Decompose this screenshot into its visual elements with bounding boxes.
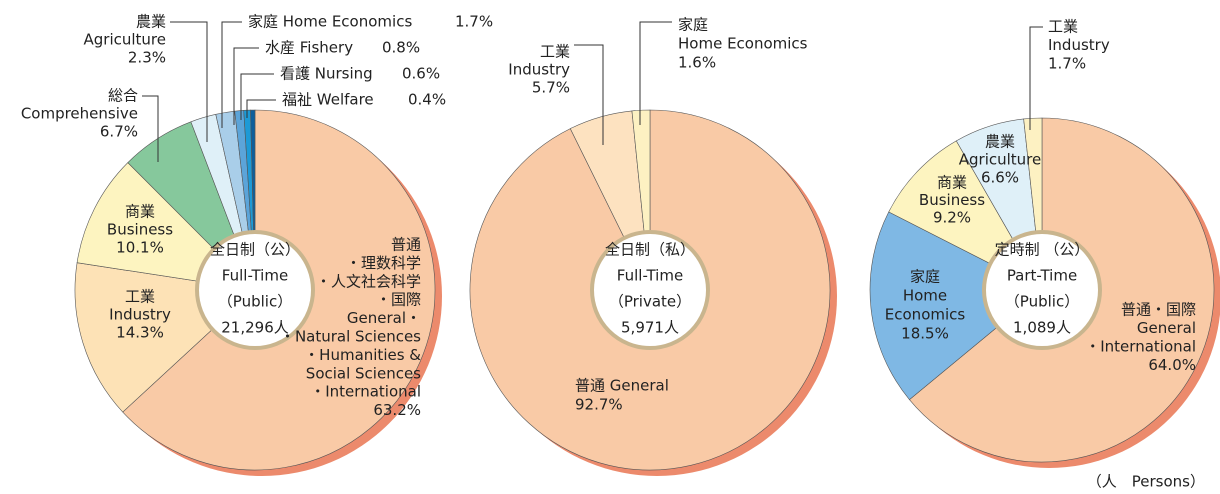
center-hole xyxy=(590,230,710,350)
leader-line xyxy=(639,21,672,125)
segment-label: 農業 xyxy=(136,13,166,31)
segment-label: 総合 xyxy=(108,87,138,105)
segment-label: 工業 xyxy=(540,43,570,61)
segment-label: Agriculture xyxy=(84,31,167,49)
value-label: 14.3% xyxy=(116,324,164,342)
center-label: 全日制（公） xyxy=(210,241,300,259)
center-label: 定時制 （公） xyxy=(995,241,1090,259)
leader-line xyxy=(246,99,276,118)
value-label: 5.7% xyxy=(532,79,570,97)
segment-label: 工業 xyxy=(1048,18,1078,36)
segment-label: 家庭 xyxy=(910,268,940,286)
value-label: 64.0% xyxy=(1148,356,1196,374)
segment-label: ・国際 xyxy=(376,291,421,309)
segment-label: 普通・国際 xyxy=(1121,301,1196,319)
value-label: 18.5% xyxy=(901,325,949,343)
value-label: 0.6% xyxy=(402,65,440,83)
segment-label: 福祉 Welfare xyxy=(282,91,374,109)
segment-label: Industry xyxy=(109,306,171,324)
value-label: 6.6% xyxy=(981,169,1019,187)
center-label: 全日制（私） xyxy=(605,241,695,259)
value-label: 9.2% xyxy=(933,209,971,227)
segment-label: 商業 xyxy=(125,203,155,221)
center-label: 21,296人 xyxy=(221,319,289,337)
segment-label: ・International xyxy=(310,383,421,401)
center-label: （Private） xyxy=(609,293,691,311)
segment-label: 普通 General xyxy=(575,377,669,395)
value-label: 2.3% xyxy=(128,49,166,67)
leader-line xyxy=(233,47,259,125)
segment-label: 看護 Nursing xyxy=(280,65,373,83)
center-label: （Public） xyxy=(218,293,292,311)
segment-label: Business xyxy=(107,221,173,239)
segment-label: Industry xyxy=(1048,36,1110,54)
segment-label: Comprehensive xyxy=(21,105,138,123)
segment-label: 農業 xyxy=(985,133,1015,151)
segment-label: General・ xyxy=(347,309,421,327)
segment-label: General xyxy=(1137,319,1196,337)
value-label: 92.7% xyxy=(575,396,623,414)
segment-label: Business xyxy=(919,191,985,209)
segment-label: ・Humanities & xyxy=(304,346,421,364)
segment-label: Economics xyxy=(885,306,966,324)
segment-label: 工業 xyxy=(125,288,155,306)
leader-line xyxy=(574,44,604,145)
unit-note: （人 Persons） xyxy=(1087,473,1205,491)
segment-label: Home xyxy=(903,287,947,305)
leader-line xyxy=(221,21,242,128)
segment-label: 普通 xyxy=(391,236,421,254)
center-label: Full-Time xyxy=(617,267,683,285)
segment-label: ・Natural Sciences xyxy=(280,328,421,346)
segment-label: ・人文社会科学 xyxy=(316,272,421,290)
segment-label: Agriculture xyxy=(959,151,1042,169)
segment-label: Industry xyxy=(508,61,570,79)
value-label: 0.8% xyxy=(382,39,420,57)
center-label: Part-Time xyxy=(1007,267,1077,285)
center-label: （Public） xyxy=(1005,293,1079,311)
leader-line xyxy=(170,21,208,142)
leader-line xyxy=(240,73,274,120)
value-label: 0.4% xyxy=(408,91,446,109)
leader-line xyxy=(142,95,159,162)
value-label: 63.2% xyxy=(373,401,421,419)
leader-line xyxy=(1029,26,1043,130)
center-label: Full-Time xyxy=(222,267,288,285)
segment-label: ・International xyxy=(1085,338,1196,356)
center-hole xyxy=(195,230,315,350)
segment-label: 家庭 Home Economics xyxy=(248,13,412,31)
segment-label: Home Economics xyxy=(678,35,808,53)
segment-label: Social Sciences xyxy=(306,364,421,382)
value-label: 1.7% xyxy=(1048,55,1086,73)
value-label: 6.7% xyxy=(100,123,138,141)
center-label: 5,971人 xyxy=(621,319,679,337)
segment-label: 商業 xyxy=(937,174,967,192)
value-label: 1.7% xyxy=(455,13,493,31)
value-label: 10.1% xyxy=(116,239,164,257)
segment-label: 水産 Fishery xyxy=(265,39,353,57)
segment-label: 家庭 xyxy=(678,16,708,34)
center-hole xyxy=(982,230,1102,350)
center-label: 1,089人 xyxy=(1013,319,1071,337)
segment-label: ・理数科学 xyxy=(346,254,421,272)
value-label: 1.6% xyxy=(678,54,716,72)
